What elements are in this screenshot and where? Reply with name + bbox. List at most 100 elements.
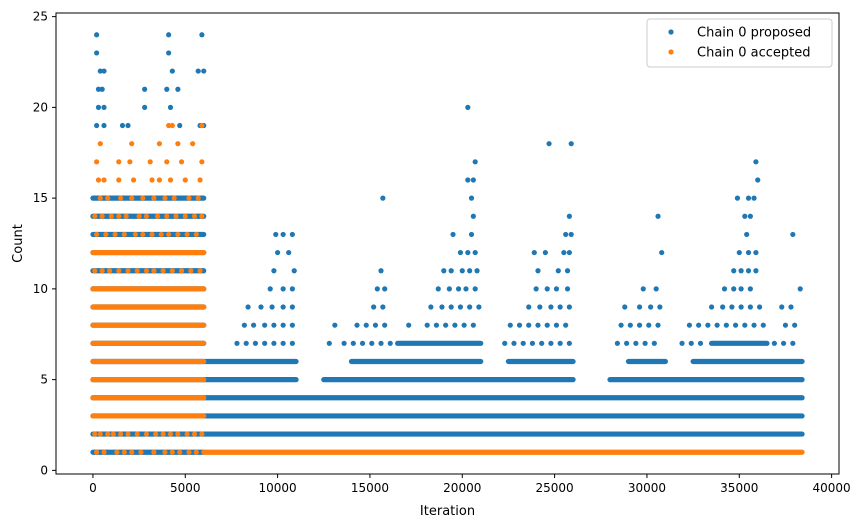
proposed-point (751, 322, 757, 328)
accepted-point (171, 195, 177, 201)
proposed-point (753, 249, 759, 256)
accepted-point (151, 268, 157, 274)
y-axis-ticks: 0 5 10 15 20 25 (33, 10, 56, 477)
accepted-point (154, 213, 161, 219)
proposed-point (633, 340, 639, 346)
proposed-point (101, 68, 107, 74)
proposed-point (742, 213, 748, 219)
accepted-point (166, 231, 172, 238)
proposed-point (457, 304, 464, 310)
legend-label-accepted: Chain 0 accepted (697, 46, 811, 61)
proposed-point (563, 231, 569, 238)
accepted-point (186, 195, 192, 201)
proposed-point (167, 104, 174, 110)
proposed-point (753, 268, 759, 274)
proposed-point (472, 249, 478, 256)
accepted-point (191, 213, 198, 219)
accepted-point (175, 231, 181, 238)
proposed-point (468, 195, 475, 201)
proposed-point (734, 195, 741, 201)
proposed-point (797, 286, 803, 292)
proposed-point (450, 231, 456, 238)
proposed-point (406, 322, 412, 328)
proposed-point (119, 122, 126, 129)
accepted-point (166, 122, 172, 129)
accepted-point (195, 195, 201, 201)
proposed-point (564, 268, 571, 274)
accepted-point (97, 195, 103, 201)
accepted-point (92, 213, 98, 219)
proposed-point (470, 322, 476, 328)
proposed-point (446, 286, 452, 292)
accepted-point (149, 231, 155, 238)
proposed-point (465, 104, 471, 110)
proposed-point (166, 32, 172, 38)
accepted-point (143, 213, 150, 219)
proposed-point (529, 340, 536, 346)
accepted-point (160, 431, 166, 437)
proposed-point (544, 322, 550, 328)
accepted-point (140, 195, 146, 201)
proposed-point (659, 249, 665, 256)
proposed-point (548, 304, 554, 310)
accepted-point (169, 449, 175, 455)
proposed-point (372, 322, 379, 328)
proposed-point (747, 213, 753, 219)
accepted-point (151, 449, 157, 455)
proposed-point (526, 322, 532, 328)
proposed-point (624, 340, 630, 346)
proposed-point (363, 322, 369, 328)
accepted-point (101, 449, 107, 455)
proposed-point (535, 322, 541, 328)
proposed-point (142, 104, 148, 110)
accepted-point (178, 159, 185, 165)
proposed-point (788, 304, 794, 310)
accepted-point (199, 431, 205, 437)
proposed-point (94, 50, 100, 56)
proposed-point (359, 340, 366, 346)
proposed-point (289, 286, 295, 292)
proposed-point (731, 268, 737, 274)
accepted-point (94, 231, 100, 238)
proposed-point (557, 340, 563, 346)
proposed-point (771, 340, 777, 346)
proposed-point (470, 213, 476, 219)
proposed-point (531, 249, 537, 256)
accepted-point (116, 177, 122, 183)
legend: Chain 0 proposed Chain 0 accepted (646, 18, 833, 68)
accepted-point (105, 195, 111, 201)
proposed-point (476, 304, 482, 310)
accepted-point (127, 159, 133, 165)
proposed-point (166, 50, 172, 56)
accepted-point (173, 213, 179, 219)
accepted-point (114, 449, 120, 455)
proposed-point (273, 231, 279, 238)
accepted-point (197, 268, 203, 274)
proposed-point (742, 322, 748, 328)
proposed-point (474, 268, 480, 274)
x-tick-label: 35000 (720, 481, 758, 495)
accepted-point (99, 213, 105, 219)
proposed-point (792, 322, 798, 328)
proposed-point (753, 159, 759, 165)
proposed-point (566, 213, 572, 219)
proposed-point (142, 86, 148, 92)
proposed-point (234, 340, 240, 346)
proposed-point (241, 322, 247, 328)
accepted-point (92, 268, 98, 274)
proposed-point (738, 286, 744, 292)
proposed-point (94, 122, 100, 129)
proposed-point (751, 195, 757, 201)
x-tick-label: 20000 (443, 481, 481, 495)
accepted-point (160, 268, 166, 274)
proposed-point (738, 304, 744, 310)
accepted-point (169, 122, 175, 129)
proposed-point (721, 286, 728, 292)
proposed-point (267, 286, 273, 292)
accepted-point (116, 213, 122, 219)
accepted-point (175, 431, 181, 437)
proposed-point (371, 304, 377, 310)
accepted-point (156, 177, 163, 183)
proposed-point (382, 322, 388, 328)
accepted-point (134, 431, 140, 437)
